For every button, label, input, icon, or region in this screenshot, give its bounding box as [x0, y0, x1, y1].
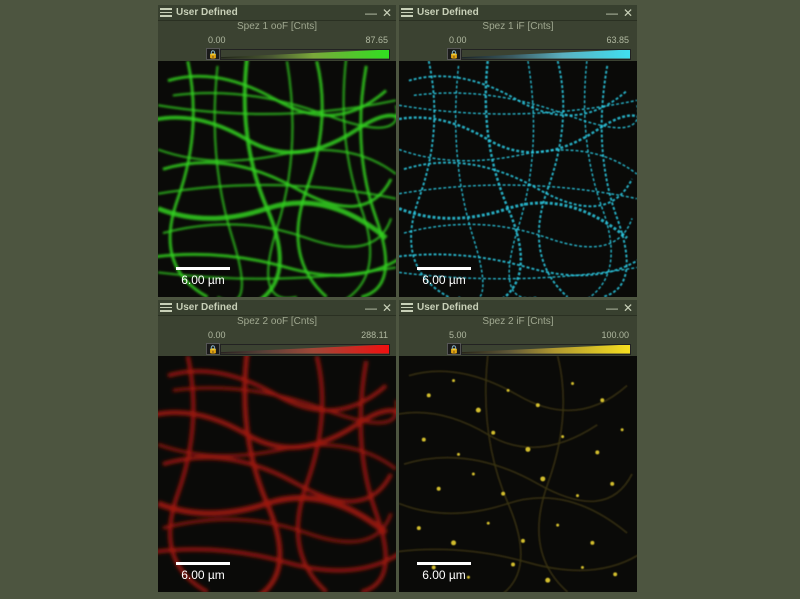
channel-label: Spez 2 iF [Cnts]: [399, 316, 637, 330]
range-max: 100.00: [601, 330, 629, 342]
range-min: 5.00: [449, 330, 467, 342]
menu-icon[interactable]: [160, 7, 172, 19]
range-max: 87.65: [365, 35, 388, 47]
scale-bar: 6.00 µm: [417, 267, 471, 287]
minimize-button[interactable]: —: [605, 302, 619, 314]
gradient-row: 🔒: [399, 342, 637, 356]
lock-icon[interactable]: 🔒: [206, 48, 220, 60]
menu-icon[interactable]: [160, 302, 172, 314]
close-button[interactable]: ✕: [621, 302, 635, 314]
lock-icon[interactable]: 🔒: [447, 343, 461, 355]
range-max: 288.11: [361, 330, 388, 342]
window-controls: — ✕: [364, 302, 394, 314]
scale-bar-line: [417, 267, 471, 270]
window-controls: — ✕: [605, 302, 635, 314]
image-panel-grid: User Defined — ✕ Spez 1 ooF [Cnts] 0.00 …: [158, 5, 637, 592]
panel-title: User Defined: [176, 7, 364, 18]
panel-titlebar: User Defined — ✕: [158, 300, 396, 316]
minimize-button[interactable]: —: [364, 302, 378, 314]
range-row: 5.00 100.00: [399, 330, 637, 342]
scale-bar-label: 6.00 µm: [181, 568, 225, 582]
image-viewport[interactable]: 6.00 µm: [399, 356, 637, 592]
image-viewport[interactable]: 6.00 µm: [399, 61, 637, 297]
scale-bar: 6.00 µm: [176, 267, 230, 287]
gradient-row: 🔒: [399, 47, 637, 61]
minimize-button[interactable]: —: [364, 7, 378, 19]
range-min: 0.00: [208, 35, 226, 47]
window-controls: — ✕: [364, 7, 394, 19]
scale-bar: 6.00 µm: [417, 562, 471, 582]
image-panel: User Defined — ✕ Spez 2 ooF [Cnts] 0.00 …: [158, 300, 396, 592]
channel-label: Spez 1 ooF [Cnts]: [158, 21, 396, 35]
channel-label: Spez 2 ooF [Cnts]: [158, 316, 396, 330]
panel-title: User Defined: [417, 302, 605, 313]
menu-icon[interactable]: [401, 7, 413, 19]
range-min: 0.00: [449, 35, 467, 47]
lock-icon[interactable]: 🔒: [447, 48, 461, 60]
scale-bar-label: 6.00 µm: [422, 273, 466, 287]
scale-bar-line: [176, 267, 230, 270]
panel-title: User Defined: [417, 7, 605, 18]
panel-titlebar: User Defined — ✕: [158, 5, 396, 21]
image-panel: User Defined — ✕ Spez 1 iF [Cnts] 0.00 6…: [399, 5, 637, 297]
panel-titlebar: User Defined — ✕: [399, 5, 637, 21]
channel-label: Spez 1 iF [Cnts]: [399, 21, 637, 35]
image-viewport[interactable]: 6.00 µm: [158, 356, 396, 592]
menu-icon[interactable]: [401, 302, 413, 314]
range-min: 0.00: [208, 330, 226, 342]
gradient-row: 🔒: [158, 342, 396, 356]
scale-bar: 6.00 µm: [176, 562, 230, 582]
image-panel: User Defined — ✕ Spez 1 ooF [Cnts] 0.00 …: [158, 5, 396, 297]
close-button[interactable]: ✕: [380, 7, 394, 19]
window-controls: — ✕: [605, 7, 635, 19]
scale-bar-label: 6.00 µm: [422, 568, 466, 582]
lock-icon[interactable]: 🔒: [206, 343, 220, 355]
range-max: 63.85: [606, 35, 629, 47]
panel-titlebar: User Defined — ✕: [399, 300, 637, 316]
scale-bar-line: [176, 562, 230, 565]
scale-bar-line: [417, 562, 471, 565]
color-gradient-bar[interactable]: [220, 344, 390, 355]
color-gradient-bar[interactable]: [220, 49, 390, 60]
color-gradient-bar[interactable]: [461, 49, 631, 60]
range-row: 0.00 288.11: [158, 330, 396, 342]
image-viewport[interactable]: 6.00 µm: [158, 61, 396, 297]
close-button[interactable]: ✕: [621, 7, 635, 19]
panel-title: User Defined: [176, 302, 364, 313]
scale-bar-label: 6.00 µm: [181, 273, 225, 287]
minimize-button[interactable]: —: [605, 7, 619, 19]
image-panel: User Defined — ✕ Spez 2 iF [Cnts] 5.00 1…: [399, 300, 637, 592]
gradient-row: 🔒: [158, 47, 396, 61]
range-row: 0.00 63.85: [399, 35, 637, 47]
range-row: 0.00 87.65: [158, 35, 396, 47]
close-button[interactable]: ✕: [380, 302, 394, 314]
color-gradient-bar[interactable]: [461, 344, 631, 355]
